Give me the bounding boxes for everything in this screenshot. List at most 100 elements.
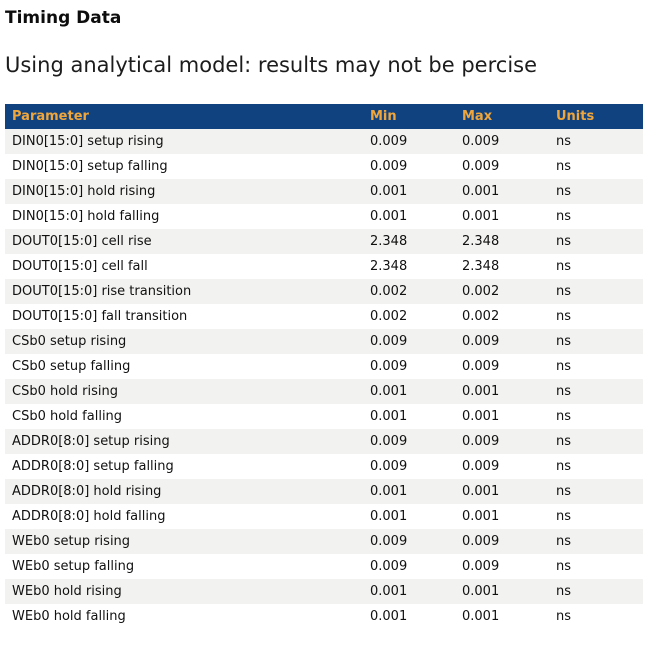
table-header-row: Parameter Min Max Units <box>5 104 643 129</box>
min-cell: 0.009 <box>370 534 408 549</box>
timing-data-page: Timing Data Using analytical model: resu… <box>0 8 650 629</box>
min-cell: 0.009 <box>370 459 408 474</box>
table-body: DIN0[15:0] setup rising 0.009 0.009 ns DIN0[… <box>5 129 643 629</box>
table-row: WEb0 setup rising 0.009 0.009 ns <box>5 529 643 554</box>
max-cell: 0.009 <box>462 434 500 449</box>
parameter-cell: DIN0[15:0] setup rising <box>12 134 164 149</box>
table-row: CSb0 setup falling 0.009 0.009 ns <box>5 354 643 379</box>
max-cell: 0.001 <box>462 484 500 499</box>
column-header-min: Min <box>365 104 457 129</box>
table-row: DIN0[15:0] hold falling 0.001 0.001 ns <box>5 204 643 229</box>
column-header-units: Units <box>551 104 643 129</box>
min-cell: 0.001 <box>370 409 408 424</box>
units-cell: ns <box>556 409 572 424</box>
max-cell: 2.348 <box>462 234 500 249</box>
min-cell: 0.002 <box>370 284 408 299</box>
min-cell: 2.348 <box>370 234 408 249</box>
min-cell: 0.009 <box>370 434 408 449</box>
parameter-cell: DIN0[15:0] setup falling <box>12 159 168 174</box>
table-row: DOUT0[15:0] cell rise 2.348 2.348 ns <box>5 229 643 254</box>
table-row: DOUT0[15:0] fall transition 0.002 0.002 ns <box>5 304 643 329</box>
min-cell: 0.009 <box>370 159 408 174</box>
max-cell: 0.009 <box>462 159 500 174</box>
column-header-parameter: Parameter <box>5 104 365 129</box>
table-row: DIN0[15:0] hold rising 0.001 0.001 ns <box>5 179 643 204</box>
units-cell: ns <box>556 359 572 374</box>
min-cell: 0.009 <box>370 134 408 149</box>
units-cell: ns <box>556 309 572 324</box>
parameter-cell: ADDR0[8:0] hold falling <box>12 509 166 524</box>
max-cell: 0.009 <box>462 559 500 574</box>
table-row: ADDR0[8:0] hold rising 0.001 0.001 ns <box>5 479 643 504</box>
parameter-cell: ADDR0[8:0] setup rising <box>12 434 170 449</box>
parameter-cell: CSb0 setup rising <box>12 334 127 349</box>
min-cell: 0.001 <box>370 584 408 599</box>
units-cell: ns <box>556 234 572 249</box>
table-row: CSb0 hold rising 0.001 0.001 ns <box>5 379 643 404</box>
units-cell: ns <box>556 609 572 624</box>
units-cell: ns <box>556 284 572 299</box>
max-cell: 0.009 <box>462 459 500 474</box>
parameter-cell: CSb0 hold falling <box>12 409 123 424</box>
max-cell: 0.002 <box>462 309 500 324</box>
min-cell: 0.002 <box>370 309 408 324</box>
max-cell: 0.001 <box>462 609 500 624</box>
page-subtitle: Using analytical model: results may not … <box>5 53 538 77</box>
parameter-cell: WEb0 hold falling <box>12 609 126 624</box>
units-cell: ns <box>556 584 572 599</box>
table-row: CSb0 hold falling 0.001 0.001 ns <box>5 404 643 429</box>
units-cell: ns <box>556 184 572 199</box>
parameter-cell: DOUT0[15:0] cell rise <box>12 234 152 249</box>
min-cell: 0.001 <box>370 609 408 624</box>
max-cell: 0.001 <box>462 584 500 599</box>
min-cell: 0.001 <box>370 184 408 199</box>
min-cell: 0.009 <box>370 559 408 574</box>
table-row: DOUT0[15:0] cell fall 2.348 2.348 ns <box>5 254 643 279</box>
units-cell: ns <box>556 534 572 549</box>
parameter-cell: CSb0 setup falling <box>12 359 131 374</box>
parameter-cell: DOUT0[15:0] rise transition <box>12 284 192 299</box>
max-cell: 0.002 <box>462 284 500 299</box>
units-cell: ns <box>556 209 572 224</box>
max-cell: 0.009 <box>462 534 500 549</box>
parameter-cell: DOUT0[15:0] cell fall <box>12 259 148 274</box>
table-row: DIN0[15:0] setup falling 0.009 0.009 ns <box>5 154 643 179</box>
table-row: ADDR0[8:0] setup rising 0.009 0.009 ns <box>5 429 643 454</box>
units-cell: ns <box>556 459 572 474</box>
max-cell: 0.001 <box>462 409 500 424</box>
min-cell: 2.348 <box>370 259 408 274</box>
max-cell: 0.009 <box>462 134 500 149</box>
table-row: WEb0 setup falling 0.009 0.009 ns <box>5 554 643 579</box>
units-cell: ns <box>556 334 572 349</box>
min-cell: 0.001 <box>370 209 408 224</box>
min-cell: 0.001 <box>370 509 408 524</box>
units-cell: ns <box>556 559 572 574</box>
units-cell: ns <box>556 484 572 499</box>
parameter-cell: DOUT0[15:0] fall transition <box>12 309 188 324</box>
units-cell: ns <box>556 134 572 149</box>
parameter-cell: DIN0[15:0] hold rising <box>12 184 156 199</box>
max-cell: 0.009 <box>462 334 500 349</box>
max-cell: 0.001 <box>462 184 500 199</box>
parameter-cell: ADDR0[8:0] setup falling <box>12 459 174 474</box>
max-cell: 0.001 <box>462 509 500 524</box>
max-cell: 0.001 <box>462 209 500 224</box>
table-row: ADDR0[8:0] setup falling 0.009 0.009 ns <box>5 454 643 479</box>
column-header-max: Max <box>457 104 551 129</box>
min-cell: 0.001 <box>370 384 408 399</box>
parameter-cell: WEb0 hold rising <box>12 584 122 599</box>
max-cell: 0.009 <box>462 359 500 374</box>
units-cell: ns <box>556 434 572 449</box>
units-cell: ns <box>556 259 572 274</box>
table-row: DOUT0[15:0] rise transition 0.002 0.002 ns <box>5 279 643 304</box>
parameter-cell: WEb0 setup falling <box>12 559 135 574</box>
parameter-cell: WEb0 setup rising <box>12 534 131 549</box>
max-cell: 2.348 <box>462 259 500 274</box>
min-cell: 0.001 <box>370 484 408 499</box>
units-cell: ns <box>556 384 572 399</box>
table-row: CSb0 setup rising 0.009 0.009 ns <box>5 329 643 354</box>
table-row: ADDR0[8:0] hold falling 0.001 0.001 ns <box>5 504 643 529</box>
table-row: WEb0 hold rising 0.001 0.001 ns <box>5 579 643 604</box>
parameter-cell: DIN0[15:0] hold falling <box>12 209 160 224</box>
parameter-cell: ADDR0[8:0] hold rising <box>12 484 162 499</box>
